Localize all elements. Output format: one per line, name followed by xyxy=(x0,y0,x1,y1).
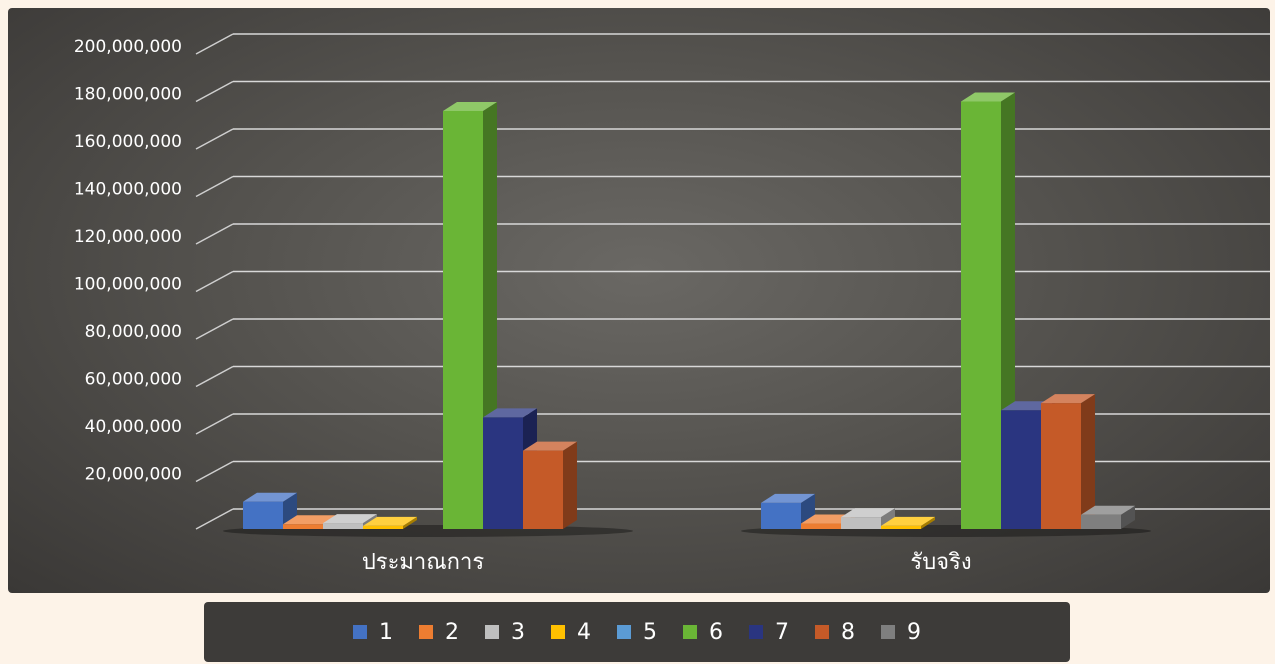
y-tick-label: 180,000,000 xyxy=(74,85,182,105)
y-tick-label: 160,000,000 xyxy=(74,132,182,152)
bar-7-2 xyxy=(1001,410,1041,529)
bar-top xyxy=(881,516,935,526)
bar-top xyxy=(323,514,377,524)
bar-side xyxy=(403,516,417,529)
gridline-depth xyxy=(195,128,234,150)
legend-label: 9 xyxy=(907,619,921,645)
y-tick-label: 20,000,000 xyxy=(85,465,182,485)
bar-side xyxy=(921,516,935,529)
bar-side xyxy=(1121,505,1135,529)
legend-item: 6 xyxy=(683,620,723,645)
bar-6-2 xyxy=(961,101,1001,529)
y-tick-label: 60,000,000 xyxy=(85,370,182,390)
y-tick-label: 200,000,000 xyxy=(74,37,182,57)
legend-swatch xyxy=(683,625,697,639)
gridline-depth xyxy=(195,223,234,245)
bar-1-1 xyxy=(243,501,283,529)
bar-top xyxy=(761,493,815,503)
legend-label: 1 xyxy=(379,619,393,645)
y-tick-label: 120,000,000 xyxy=(74,227,182,247)
legend-item: 8 xyxy=(815,620,855,645)
bar-side xyxy=(563,441,577,529)
bar-2-1 xyxy=(283,524,323,529)
bar-7-1 xyxy=(483,417,523,529)
gridline-depth xyxy=(195,460,234,483)
gridline-depth xyxy=(195,80,234,103)
legend-label: 3 xyxy=(511,619,525,645)
gridline-depth xyxy=(195,270,234,293)
legend-item: 7 xyxy=(749,620,789,645)
bar-4-1 xyxy=(363,525,403,529)
bar-top xyxy=(283,515,337,525)
bar-top xyxy=(243,492,297,502)
bar-2-2 xyxy=(801,523,841,529)
legend-label: 8 xyxy=(841,619,855,645)
legend-swatch xyxy=(419,625,433,639)
bar-8-1 xyxy=(523,450,563,529)
legend-label: 7 xyxy=(775,619,789,645)
bar-top xyxy=(1081,505,1135,515)
bar-3-2 xyxy=(841,517,881,529)
gridline-depth xyxy=(195,413,234,435)
legend-item: 3 xyxy=(485,620,525,645)
legend-label: 4 xyxy=(577,619,591,645)
legend-swatch xyxy=(881,625,895,639)
bar-9-2 xyxy=(1081,514,1121,529)
legend-swatch xyxy=(353,625,367,639)
x-category-label: ประมาณการ xyxy=(362,550,485,575)
y-tick-label: 140,000,000 xyxy=(74,180,182,200)
legend-swatch xyxy=(551,625,565,639)
bar-top xyxy=(363,516,417,526)
legend-item: 1 xyxy=(353,620,393,645)
legend-item: 2 xyxy=(419,620,459,645)
chart-panel: 200,000,000 180,000,000 160,000,000 140,000… xyxy=(8,8,1270,593)
legend-swatch xyxy=(749,625,763,639)
bar-top xyxy=(1041,394,1095,404)
legend-label: 5 xyxy=(643,619,657,645)
legend-item: 5 xyxy=(617,620,657,645)
legend-swatch xyxy=(485,625,499,639)
bar-chart-3d: 200,000,000 180,000,000 160,000,000 140,000… xyxy=(74,33,1270,575)
legend-swatch xyxy=(617,625,631,639)
bar-top xyxy=(483,408,537,418)
legend-label: 2 xyxy=(445,619,459,645)
gridline-depth xyxy=(195,508,234,530)
bar-4-2 xyxy=(881,525,921,529)
y-tick-label: 40,000,000 xyxy=(85,417,182,437)
gridline-depth xyxy=(195,365,234,388)
y-tick-label: 100,000,000 xyxy=(74,275,182,295)
bar-top xyxy=(443,102,497,111)
chart-legend: 1 2 3 4 5 6 7 8 9 xyxy=(204,602,1070,662)
legend-item: 9 xyxy=(881,620,921,645)
legend-label: 6 xyxy=(709,619,723,645)
bar-1-2 xyxy=(761,502,801,529)
bar-top xyxy=(841,508,895,518)
gridline-depth xyxy=(195,318,234,340)
bar-top xyxy=(961,92,1015,102)
legend-swatch xyxy=(815,625,829,639)
gridline-depth xyxy=(195,33,234,55)
gridline-depth xyxy=(195,175,234,198)
bar-6-1 xyxy=(443,111,483,529)
y-tick-label: 80,000,000 xyxy=(85,322,182,342)
bar-top xyxy=(523,441,577,451)
bar-8-2 xyxy=(1041,403,1081,529)
legend-item: 4 xyxy=(551,620,591,645)
bar-3-1 xyxy=(323,523,363,529)
bar-side xyxy=(1081,394,1095,529)
x-category-label: รับจริง xyxy=(910,550,971,575)
